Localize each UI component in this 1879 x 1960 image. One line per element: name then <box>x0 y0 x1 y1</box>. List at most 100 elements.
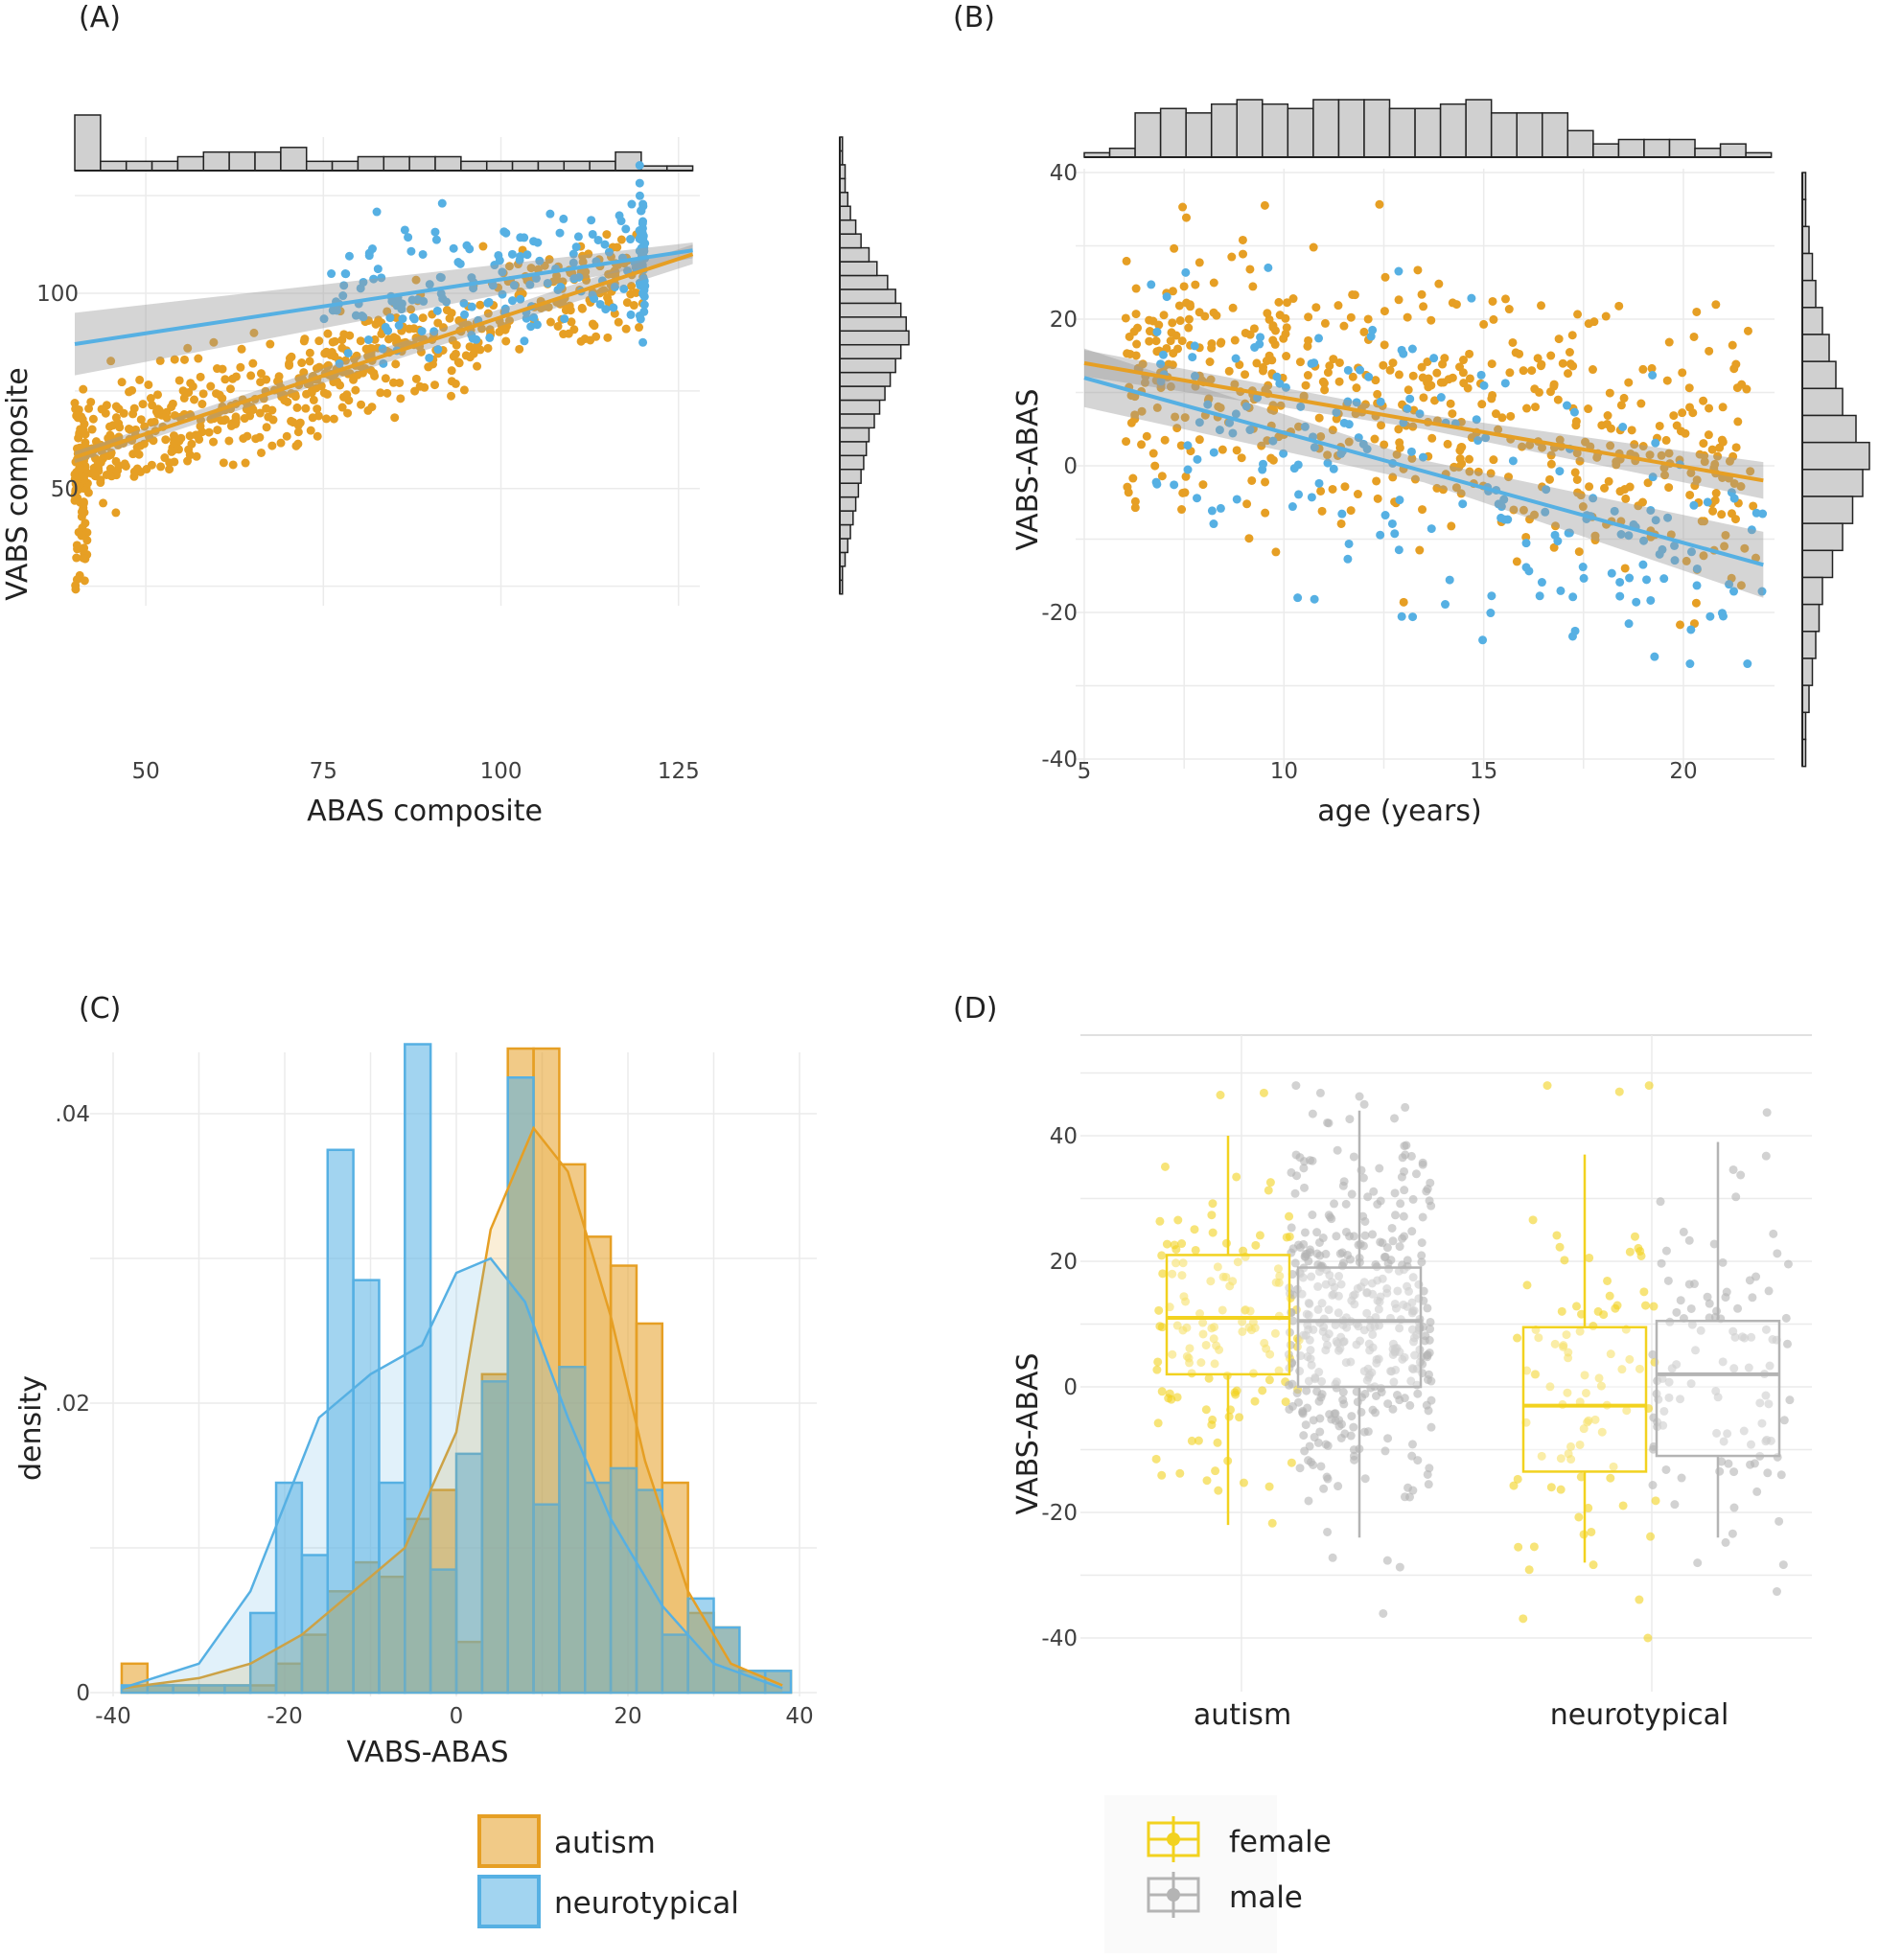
point-male <box>1308 1211 1317 1220</box>
point-autism <box>1346 312 1356 322</box>
point-autism <box>1128 473 1138 483</box>
hist-bar-neurotypical <box>404 1043 432 1695</box>
point-autism <box>584 249 593 259</box>
point-male <box>1764 1286 1774 1296</box>
point-autism <box>1301 380 1311 390</box>
x-tick-label: 5 <box>1078 759 1092 784</box>
point-autism <box>1168 287 1177 296</box>
point-neurotypical <box>459 298 469 308</box>
point-autism <box>1380 340 1389 350</box>
point-female <box>1636 1251 1646 1260</box>
y-tick-label: 0 <box>1063 1375 1078 1400</box>
point-autism <box>134 450 144 459</box>
point-male <box>1401 1102 1410 1112</box>
point-female <box>1201 1340 1211 1349</box>
box-female <box>1521 1326 1648 1473</box>
point-neurotypical <box>1343 365 1353 375</box>
marginal-top-bar <box>1719 143 1747 158</box>
point-autism <box>106 357 116 366</box>
point-autism <box>314 336 324 346</box>
point-neurotypical <box>379 358 388 368</box>
point-autism <box>146 394 155 404</box>
point-autism <box>1166 381 1175 391</box>
point-autism <box>174 376 184 385</box>
point-autism <box>1710 459 1720 469</box>
point-autism <box>1348 372 1357 381</box>
point-neurotypical <box>404 233 413 242</box>
point-female <box>1157 1251 1167 1260</box>
point-neurotypical <box>467 331 476 340</box>
point-neurotypical <box>516 294 525 304</box>
point-autism <box>1248 282 1258 291</box>
point-autism <box>150 417 159 427</box>
point-autism <box>1616 401 1626 410</box>
marginal-right-bar <box>839 385 886 402</box>
point-autism <box>114 404 124 414</box>
point-male <box>1750 1459 1759 1468</box>
point-autism <box>1676 620 1685 630</box>
point-male <box>1785 1395 1795 1405</box>
point-male <box>1733 1303 1743 1313</box>
point-autism <box>297 358 307 368</box>
point-male <box>1359 1099 1369 1109</box>
point-autism <box>1339 321 1349 331</box>
point-autism <box>1407 453 1417 463</box>
point-female <box>1162 1239 1171 1249</box>
point-neurotypical <box>516 233 525 242</box>
point-male <box>1318 1326 1328 1336</box>
x-tick-label: -40 <box>95 1704 131 1729</box>
point-autism <box>1733 417 1743 427</box>
point-autism <box>1206 375 1216 384</box>
point-male <box>1306 1354 1315 1364</box>
point-neurotypical <box>359 277 368 287</box>
point-neurotypical <box>1625 573 1635 583</box>
point-female <box>1563 1388 1572 1397</box>
point-male <box>1713 1393 1723 1402</box>
point-autism <box>1184 323 1194 333</box>
point-autism <box>545 255 554 265</box>
point-male <box>1334 1421 1344 1431</box>
point-autism <box>1612 457 1621 467</box>
point-male <box>1406 1376 1416 1386</box>
point-male <box>1715 1466 1725 1476</box>
point-autism <box>1459 356 1469 365</box>
point-neurotypical <box>1496 513 1506 522</box>
point-neurotypical <box>1743 659 1752 669</box>
panel-d-legend: female male <box>1104 1795 1332 1953</box>
point-neurotypical <box>522 313 531 323</box>
point-neurotypical <box>339 281 349 290</box>
point-male <box>1773 1249 1782 1258</box>
point-autism <box>90 468 100 477</box>
point-autism <box>93 460 103 470</box>
point-autism <box>383 388 392 398</box>
point-autism <box>406 305 416 314</box>
marginal-top-bar <box>151 160 179 172</box>
point-autism <box>1247 475 1257 485</box>
point-neurotypical <box>1245 426 1255 435</box>
point-female <box>1555 1242 1565 1252</box>
point-neurotypical <box>1162 292 1171 302</box>
x-tick-label: 40 <box>785 1704 813 1729</box>
marginal-top-bar <box>1210 103 1239 158</box>
point-neurotypical <box>1390 529 1400 539</box>
point-male <box>1353 1397 1362 1407</box>
point-autism <box>302 389 312 399</box>
point-male <box>1728 1529 1737 1538</box>
point-autism <box>1353 490 1362 499</box>
point-autism <box>188 381 197 391</box>
point-autism <box>156 462 166 472</box>
point-neurotypical <box>1569 407 1579 417</box>
point-neurotypical <box>1553 537 1563 546</box>
point-autism <box>1459 379 1469 388</box>
point-male <box>1424 1480 1433 1489</box>
point-female <box>1182 1323 1192 1332</box>
point-neurotypical <box>381 322 390 332</box>
point-male <box>1315 1427 1325 1437</box>
point-neurotypical <box>363 335 373 345</box>
point-neurotypical <box>1209 519 1218 529</box>
y-tick-label: -40 <box>1041 748 1078 772</box>
point-autism <box>1380 272 1390 282</box>
point-male <box>1747 1332 1756 1342</box>
point-male <box>1775 1516 1784 1526</box>
point-male <box>1717 1457 1727 1466</box>
